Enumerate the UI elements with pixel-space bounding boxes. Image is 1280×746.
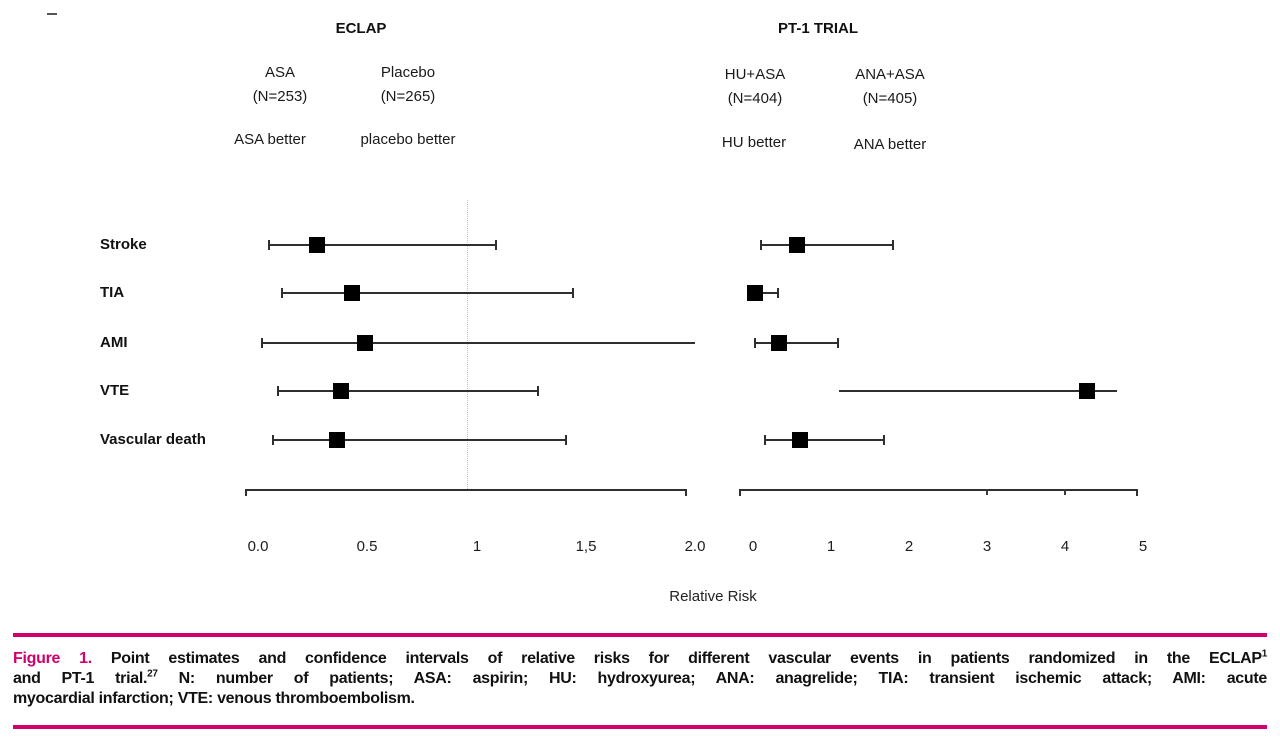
- point-estimate-eclap-vascular-death: [329, 432, 345, 448]
- x-tick-label-eclap-2-0: 2.0: [684, 538, 706, 555]
- pt1-arm-left-header: HU+ASA (N=404): [680, 63, 830, 111]
- pt1-right-better-label: ANA better: [853, 136, 927, 153]
- ci-line-pt-1-trial-stroke: [761, 244, 893, 246]
- ci-line-eclap-ami: [262, 342, 695, 344]
- ci-line-eclap-vte: [278, 390, 538, 392]
- x-tick-label-eclap-1-5: 1,5: [575, 538, 597, 555]
- eclap-arm-right-name: Placebo: [380, 64, 436, 81]
- x-tick-label-eclap-0-0: 0.0: [247, 538, 269, 555]
- ci-line-eclap-vascular-death: [273, 439, 566, 441]
- caption-line-3: myocardial infarction; VTE: venous throm…: [13, 689, 1267, 709]
- ci-cap-low-pt-1-trial-ami: [754, 338, 756, 348]
- eclap-arm-left-header: ASA (N=253): [205, 61, 355, 109]
- eclap-panel-title: ECLAP: [335, 20, 387, 37]
- ci-cap-low-eclap-stroke: [268, 240, 270, 250]
- x-tick-label-eclap-1: 1: [472, 538, 482, 555]
- row-label-tia: TIA: [100, 284, 125, 301]
- x-tick-label-pt-1-trial-3: 3: [982, 538, 992, 555]
- eclap-right-better-label: placebo better: [360, 131, 456, 148]
- ci-cap-low-eclap-ami: [261, 338, 263, 348]
- ci-cap-high-eclap-tia: [572, 288, 574, 298]
- row-label-vte: VTE: [100, 382, 130, 399]
- x-tick-label-pt-1-trial-4: 4: [1060, 538, 1070, 555]
- x-axis-end-tick-pt-1-trial: [739, 489, 741, 496]
- x-axis-line-eclap: [246, 489, 686, 491]
- point-estimate-pt-1-trial-stroke: [789, 237, 805, 253]
- ci-line-pt-1-trial-tia: [753, 292, 778, 294]
- ci-cap-high-pt-1-trial-vascular-death: [883, 435, 885, 445]
- ci-cap-high-eclap-vte: [537, 386, 539, 396]
- x-tick-label-pt-1-trial-1: 1: [826, 538, 836, 555]
- ci-cap-low-pt-1-trial-vascular-death: [764, 435, 766, 445]
- x-axis-tick-pt-1-trial-4: [1064, 489, 1066, 495]
- caption-text-3: myocardial infarction; VTE: venous throm…: [13, 690, 415, 707]
- reference-superscript-pt1: 27: [147, 668, 158, 680]
- point-estimate-pt-1-trial-vascular-death: [792, 432, 808, 448]
- ci-line-pt-1-trial-vte: [839, 390, 1117, 392]
- ci-cap-high-pt-1-trial-tia: [777, 288, 779, 298]
- eclap-arm-right-header: Placebo (N=265): [333, 61, 483, 109]
- x-tick-label-pt-1-trial-0: 0: [748, 538, 758, 555]
- eclap-left-better-label: ASA better: [234, 131, 306, 148]
- x-axis-end-tick-pt-1-trial: [1136, 489, 1138, 496]
- scan-artifact-dash: [47, 13, 57, 15]
- row-label-ami: AMI: [100, 334, 128, 351]
- pt1-panel-title: PT-1 TRIAL: [777, 20, 858, 37]
- point-estimate-pt-1-trial-vte: [1079, 383, 1095, 399]
- ci-cap-high-eclap-vascular-death: [565, 435, 567, 445]
- pt1-arm-right-n: (N=405): [862, 90, 918, 107]
- ci-cap-low-pt-1-trial-stroke: [760, 240, 762, 250]
- point-estimate-eclap-stroke: [309, 237, 325, 253]
- reference-superscript-eclap: 1: [1261, 648, 1268, 660]
- caption-text-2a: and PT-1 trial.: [13, 670, 148, 687]
- x-axis-tick-pt-1-trial-3: [986, 489, 988, 495]
- ci-line-pt-1-trial-vascular-death: [765, 439, 884, 441]
- ci-cap-high-pt-1-trial-stroke: [892, 240, 894, 250]
- point-estimate-eclap-vte: [333, 383, 349, 399]
- ci-cap-low-eclap-tia: [281, 288, 283, 298]
- x-axis-title: Relative Risk: [669, 588, 757, 605]
- caption-top-rule: [13, 633, 1267, 637]
- x-tick-label-eclap-0-5: 0.5: [356, 538, 378, 555]
- caption-line-2: and PT-1 trial.27 N: number of patients;…: [13, 669, 1267, 689]
- point-estimate-pt-1-trial-ami: [771, 335, 787, 351]
- reference-line-rr1-eclap: [467, 200, 468, 489]
- caption-text-2b: N: number of patients; ASA: aspirin; HU:…: [157, 670, 1268, 687]
- pt1-arm-left-name: HU+ASA: [724, 66, 786, 83]
- row-label-vascular-death: Vascular death: [100, 431, 206, 448]
- caption-line-1: Figure 1. Point estimates and confidence…: [13, 649, 1267, 669]
- pt1-arm-right-header: ANA+ASA (N=405): [815, 63, 965, 111]
- ci-cap-high-pt-1-trial-ami: [837, 338, 839, 348]
- ci-line-pt-1-trial-ami: [755, 342, 838, 344]
- point-estimate-pt-1-trial-tia: [747, 285, 763, 301]
- ci-line-eclap-tia: [282, 292, 573, 294]
- x-axis-end-tick-eclap: [685, 489, 687, 496]
- figure-label: Figure 1.: [13, 650, 92, 667]
- eclap-arm-left-n: (N=253): [252, 88, 308, 105]
- point-estimate-eclap-ami: [357, 335, 373, 351]
- figure-caption: Figure 1. Point estimates and confidence…: [13, 649, 1267, 709]
- ci-line-eclap-stroke: [269, 244, 496, 246]
- x-tick-label-pt-1-trial-5: 5: [1138, 538, 1148, 555]
- eclap-arm-right-n: (N=265): [380, 88, 436, 105]
- point-estimate-eclap-tia: [344, 285, 360, 301]
- pt1-arm-right-name: ANA+ASA: [855, 66, 925, 83]
- ci-cap-high-eclap-stroke: [495, 240, 497, 250]
- pt1-left-better-label: HU better: [721, 134, 787, 151]
- ci-cap-low-eclap-vascular-death: [272, 435, 274, 445]
- ci-cap-low-eclap-vte: [277, 386, 279, 396]
- x-axis-line-pt-1-trial: [740, 489, 1137, 491]
- caption-bottom-rule: [13, 725, 1267, 729]
- pt1-arm-left-n: (N=404): [727, 90, 783, 107]
- x-tick-label-pt-1-trial-2: 2: [904, 538, 914, 555]
- row-label-stroke: Stroke: [100, 236, 147, 253]
- x-axis-end-tick-eclap: [245, 489, 247, 496]
- eclap-arm-left-name: ASA: [264, 64, 295, 81]
- caption-text-1: Point estimates and confidence intervals…: [91, 650, 1262, 667]
